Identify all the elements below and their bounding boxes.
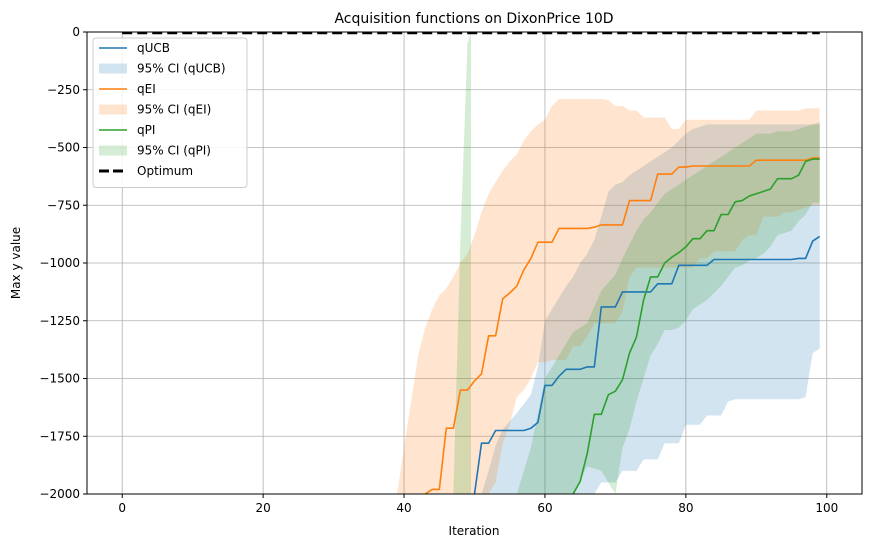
- x-tick-label: 0: [118, 501, 126, 515]
- chart-title: Acquisition functions on DixonPrice 10D: [334, 11, 613, 27]
- x-axis-ticks: 0 20 40 60 80 100: [118, 494, 838, 515]
- y-tick-label: −2000: [39, 487, 80, 501]
- ci-bands: [397, 32, 820, 494]
- legend-item: 95% CI (qPI): [99, 144, 211, 158]
- ci-band-qEI: [397, 99, 820, 494]
- y-tick-label: −1750: [39, 429, 80, 443]
- y-axis-label: Max y value: [9, 227, 23, 299]
- ci-band-qUCB: [481, 122, 820, 494]
- legend-swatch: [99, 145, 127, 156]
- y-tick-label: −1000: [39, 256, 80, 270]
- x-tick-label: 20: [255, 501, 270, 515]
- legend-label: Optimum: [137, 164, 193, 178]
- legend-label: qPI: [137, 123, 155, 137]
- legend-item: qPI: [99, 123, 155, 137]
- y-tick-label: −750: [47, 198, 80, 212]
- series-line-qUCB: [473, 235, 821, 494]
- y-tick-label: −1250: [39, 314, 80, 328]
- x-tick-label: 40: [396, 501, 411, 515]
- ci-band-qPI: [502, 124, 820, 494]
- legend-label: 95% CI (qPI): [137, 144, 211, 158]
- series-lines: [424, 157, 821, 494]
- x-tick-label: 80: [678, 501, 693, 515]
- legend-label: 95% CI (qEI): [137, 103, 211, 117]
- x-axis-label: Iteration: [449, 524, 500, 538]
- x-tick-label: 100: [815, 501, 838, 515]
- legend-box: [92, 37, 248, 188]
- legend-swatch: [99, 63, 127, 74]
- series-line-qEI: [424, 157, 820, 494]
- legend-item: 95% CI (qUCB): [99, 62, 226, 76]
- legend-swatch: [99, 104, 127, 115]
- ci-band-spike-qPI: [453, 32, 471, 494]
- y-tick-label: −500: [47, 141, 80, 155]
- series-line-qPI: [572, 158, 820, 494]
- x-tick-label: 60: [537, 501, 552, 515]
- legend-label: 95% CI (qUCB): [137, 62, 226, 76]
- legend-item: Optimum: [99, 164, 193, 178]
- y-tick-label: −250: [47, 83, 80, 97]
- legend-item: 95% CI (qEI): [99, 103, 211, 117]
- legend: qUCB 95% CI (qUCB) qEI 95% CI (qEI) qPI 95% C…: [92, 37, 248, 188]
- legend-label: qEI: [137, 82, 156, 96]
- legend-item: qEI: [99, 82, 156, 96]
- y-axis-ticks: −2000 −1750 −1500 −1250 −1000 −750 −500 −250 0: [39, 25, 87, 501]
- legend-item: qUCB: [99, 41, 170, 55]
- y-tick-label: 0: [72, 25, 80, 39]
- legend-label: qUCB: [137, 41, 170, 55]
- y-tick-label: −1500: [39, 372, 80, 386]
